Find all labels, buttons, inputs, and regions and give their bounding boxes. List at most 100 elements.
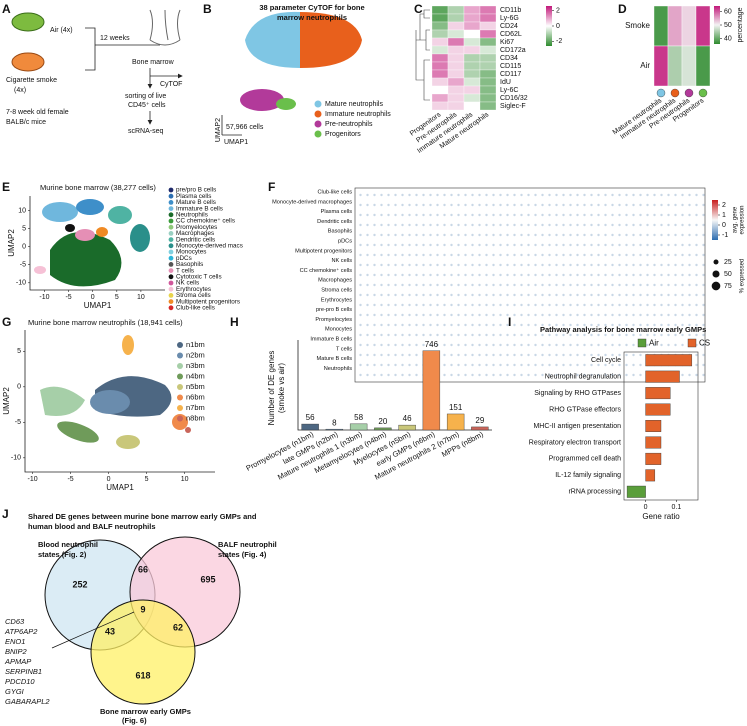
legend-swatch — [168, 255, 174, 261]
cluster — [130, 224, 150, 252]
cluster — [96, 227, 108, 237]
axis-label: UMAP1 — [224, 139, 248, 146]
axis-label: UMAP2 — [215, 118, 222, 142]
legend-label: Progenitors — [325, 131, 361, 138]
cluster — [116, 435, 140, 449]
colorbar-title: percentage — [737, 7, 744, 42]
heatmap-cell — [431, 29, 449, 39]
legend-swatch — [314, 120, 322, 128]
y-tick-label: -5 — [15, 419, 21, 426]
venn-count: 62 — [173, 622, 183, 632]
cluster — [50, 232, 122, 287]
venn-count: 695 — [200, 574, 215, 584]
heatmap-cell — [463, 93, 481, 103]
value-label: 56 — [306, 413, 315, 422]
x-tick-label: -5 — [65, 294, 71, 301]
colorbar-tick-label: 60 — [724, 8, 732, 15]
legend-label: Immature neutrophils — [325, 111, 391, 118]
y-tick-label: -10 — [16, 280, 26, 287]
heatmap-cell — [479, 85, 497, 95]
row-label: Ki67 — [500, 39, 514, 46]
legend-label: n3bm — [186, 361, 205, 370]
heatmap-cell — [463, 37, 481, 47]
legend-label: Stroma cells — [176, 292, 211, 299]
heatmap-cell — [479, 45, 497, 55]
heatmap-cell — [431, 13, 449, 23]
value-label: 58 — [354, 413, 363, 422]
heatmap-cell — [431, 53, 449, 63]
panel-title: Pathway analysis for bone marrow early G… — [540, 325, 706, 334]
row-label: Basophils — [328, 229, 352, 235]
heatmap-cell — [667, 5, 683, 47]
legend-swatch — [314, 110, 322, 118]
panel-g-umap — [40, 335, 191, 449]
row-label: Promyelocytes — [315, 317, 352, 323]
heatmap-cell — [431, 93, 449, 103]
set-label: states (Fig. 2) — [38, 550, 87, 559]
value-label: 29 — [475, 416, 484, 425]
heatmap-cell — [447, 5, 465, 15]
heatmap-cell — [463, 45, 481, 55]
bar — [645, 420, 662, 432]
colorbar — [546, 6, 552, 46]
legend-swatch — [687, 338, 697, 348]
cluster — [172, 414, 188, 430]
legend-swatch — [314, 130, 322, 138]
x-tick-label: 0 — [91, 294, 95, 301]
venn-count: 252 — [72, 579, 87, 589]
panel-a: Air (4x) Cigarette smoke (4x) 12 weeks B… — [6, 9, 183, 135]
legend-label: pre/pro B cells — [176, 187, 216, 194]
row-label: Plasma cells — [321, 209, 353, 215]
mouse-icon — [11, 52, 45, 72]
size-legend-dot — [711, 281, 721, 291]
colorbar-tick-label: 2 — [556, 7, 560, 14]
row-label: Neutrophils — [324, 366, 352, 372]
y-tick-label: Neutrophil degranulation — [545, 374, 621, 381]
legend-label: n7bm — [186, 403, 205, 412]
venn-count: 9 — [140, 604, 145, 614]
legend-label: Macrophages — [176, 230, 214, 237]
row-label: IdU — [500, 79, 511, 86]
y-tick-label: Respiratory electron transport — [529, 439, 621, 446]
size-legend-label: 50 — [724, 271, 732, 278]
row-label: pDCs — [338, 238, 352, 244]
panel-title: marrow neutrophils — [277, 13, 347, 22]
panel-title: Shared DE genes between murine bone marr… — [28, 512, 257, 521]
scrna: scRNA-seq — [128, 128, 164, 135]
legend-label: Monocyte-derived macs — [176, 242, 243, 249]
legend-label: n5bm — [186, 382, 205, 391]
cluster — [122, 335, 134, 355]
heatmap-cell — [447, 85, 465, 95]
legend-label: Cytotoxic T cells — [176, 273, 222, 280]
bar — [301, 423, 319, 431]
axis — [24, 330, 215, 473]
cluster — [42, 202, 78, 222]
smoke-label: Cigarette smoke — [6, 77, 57, 84]
bar — [645, 354, 693, 367]
heatmap-cell — [463, 85, 481, 95]
heatmap-cell — [431, 21, 449, 31]
row-label: CD16/32 — [500, 95, 528, 102]
heatmap-cell — [653, 5, 669, 47]
y-axis-label: Number of DE genes — [267, 351, 276, 426]
bone-icon — [149, 9, 181, 46]
heatmap-cell — [479, 61, 497, 71]
cluster — [300, 12, 362, 68]
heatmap-cell — [667, 45, 683, 87]
x-tick-label: -10 — [39, 294, 49, 301]
gene-label: ATP6AP2 — [4, 627, 38, 636]
heatmap-cell — [463, 61, 481, 71]
legend-label: Multipotent progenitors — [176, 298, 240, 305]
heatmap-cell — [447, 37, 465, 47]
bar — [349, 423, 368, 431]
legend-swatch — [177, 394, 183, 401]
heatmap-cell — [447, 69, 465, 79]
row-label: CD172a — [500, 47, 526, 54]
plot-frame — [623, 351, 699, 501]
legend-label: Plasma cells — [176, 193, 211, 200]
panel-label: I — [508, 315, 511, 329]
panel-title: 38 parameter CyTOF for bone — [259, 3, 364, 12]
x-tick-label: 10 — [137, 294, 145, 301]
smoke-label: (4x) — [14, 87, 26, 94]
x-axis-label: UMAP1 — [106, 483, 134, 492]
